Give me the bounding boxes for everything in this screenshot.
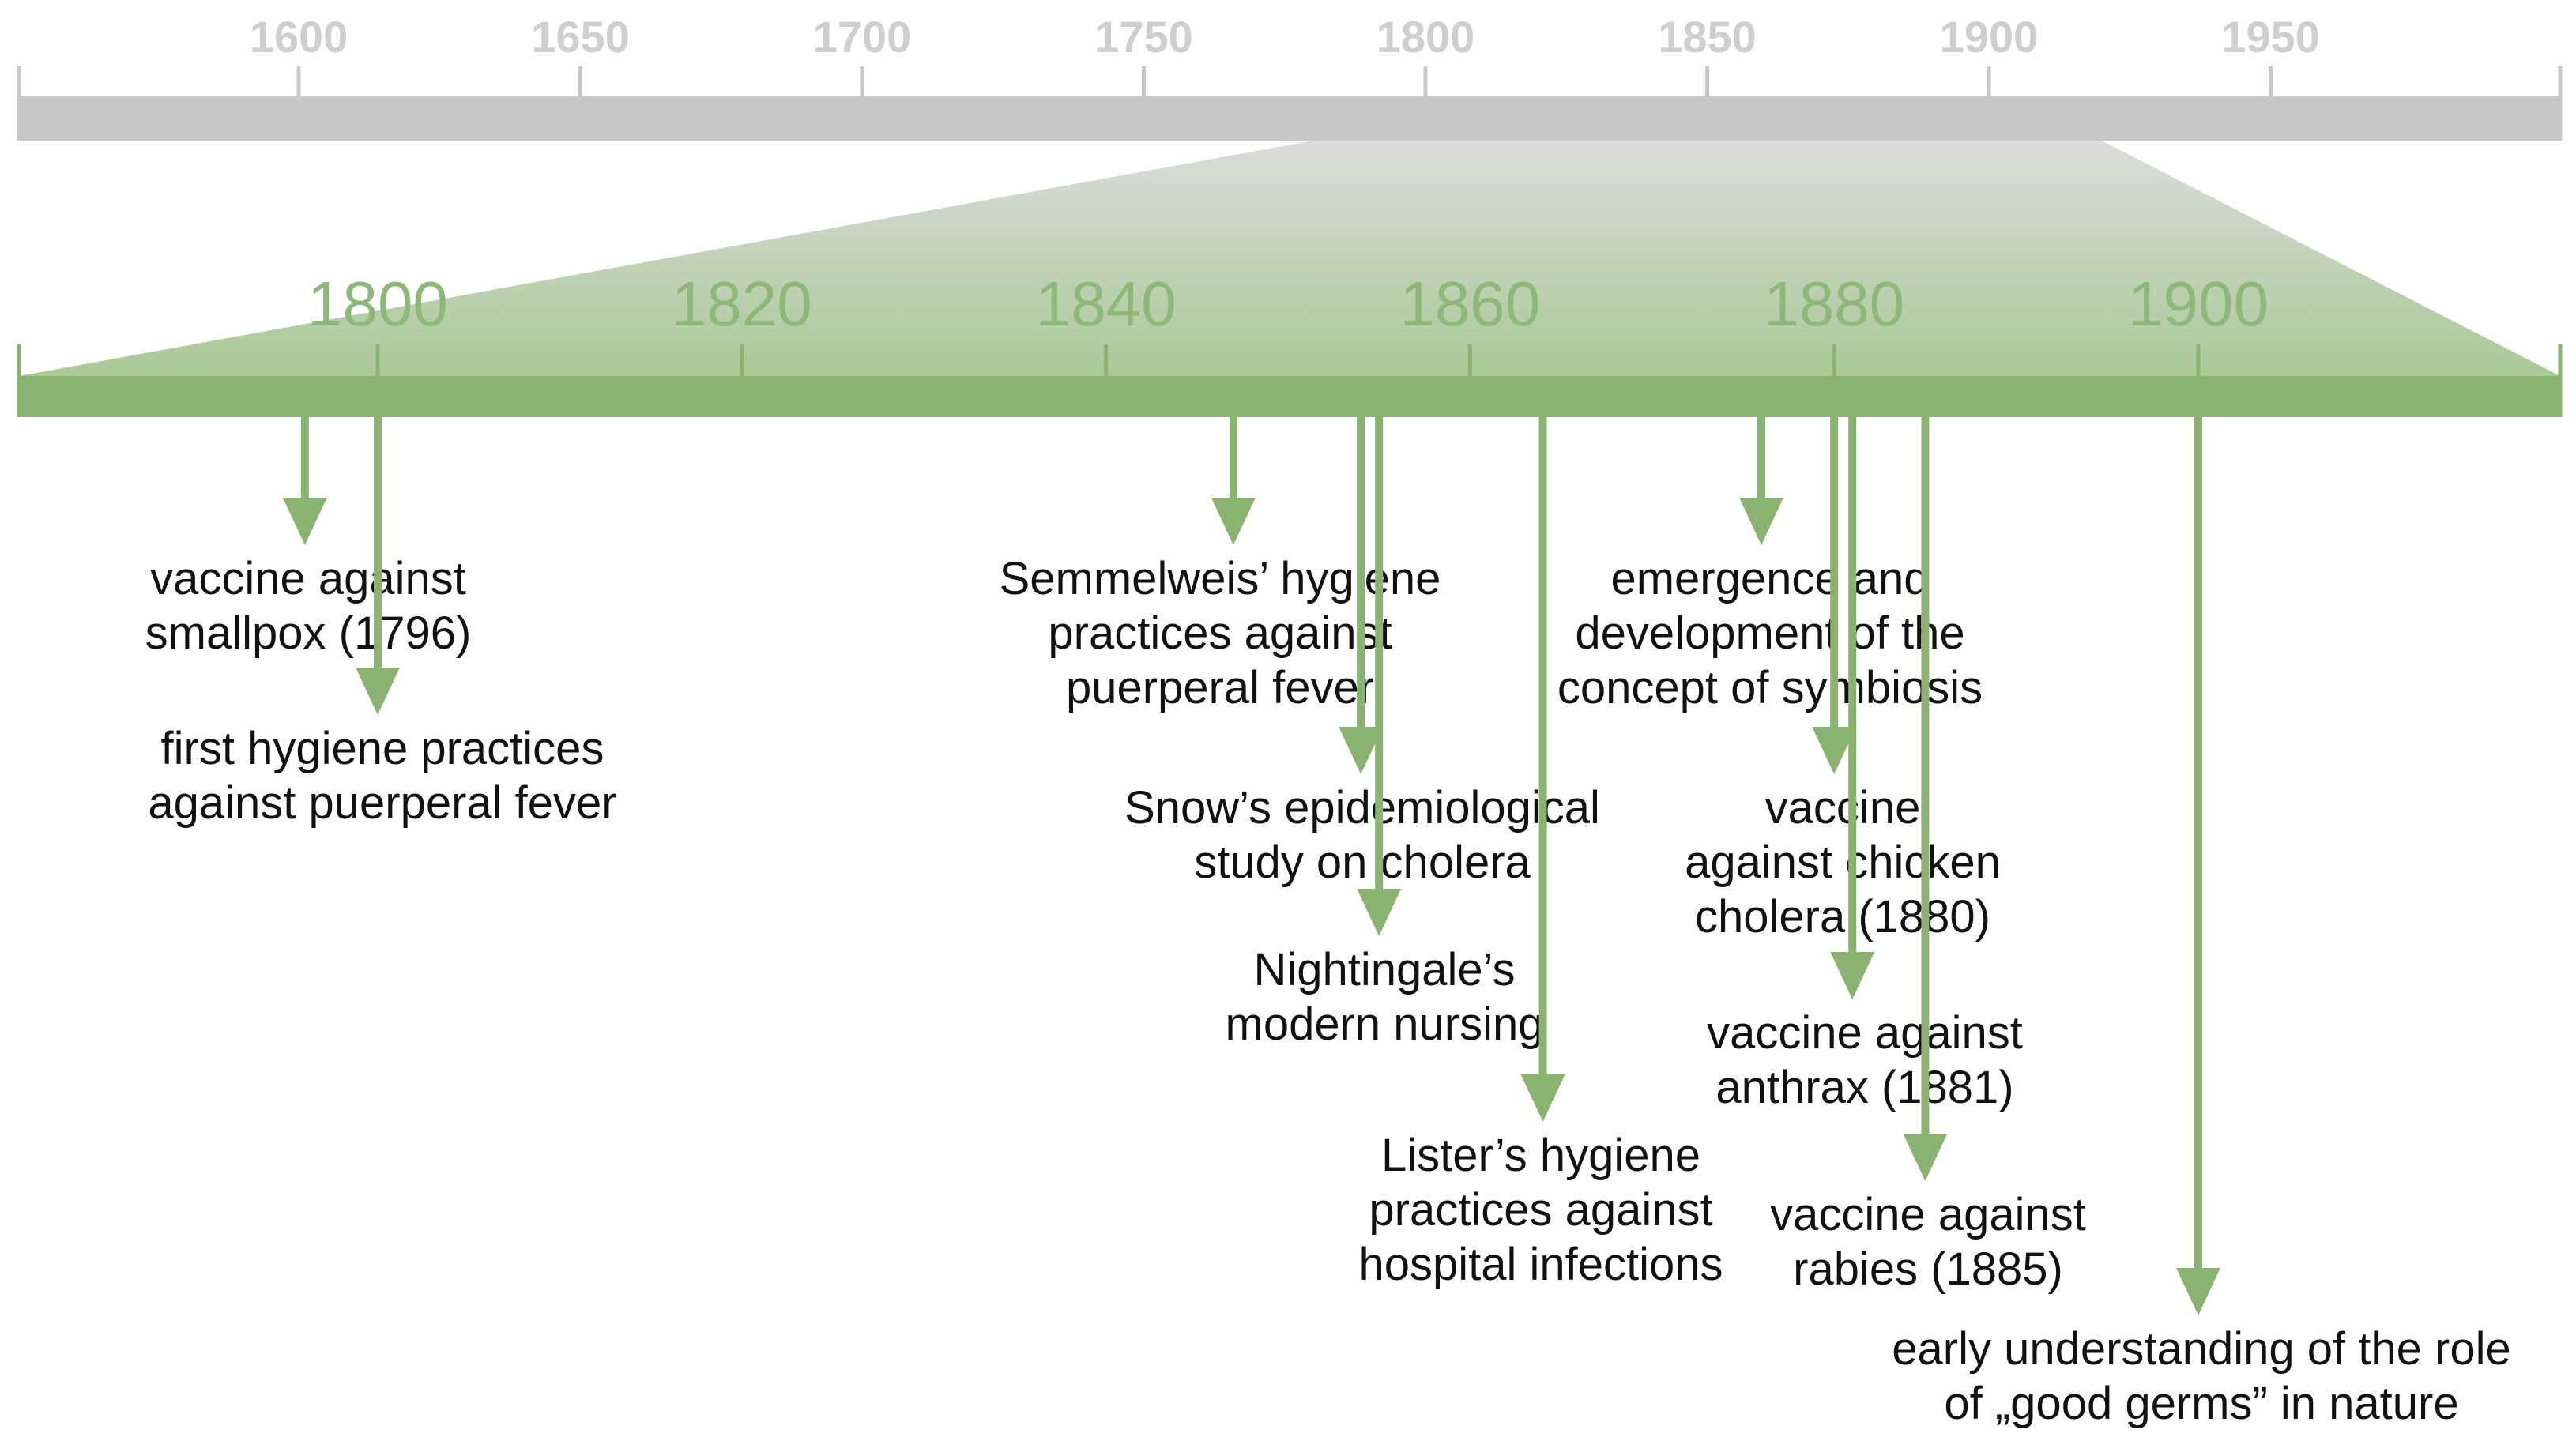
event-arrowhead [1812, 727, 1857, 774]
zoomed-bar [17, 376, 2562, 417]
overview-tick-label: 1700 [813, 12, 912, 62]
event-label-line: practices against [1048, 608, 1392, 659]
event-arrowhead [282, 498, 327, 545]
overview-tick-label: 1650 [531, 12, 630, 62]
event-label-line: Nightingale’s [1253, 944, 1515, 995]
event-arrowhead [1339, 727, 1384, 774]
overview-tick-label: 1950 [2221, 12, 2320, 62]
event-label-line: against puerperal fever [148, 777, 616, 829]
event-label-line: development of the [1575, 608, 1964, 659]
overview-tick-label: 1600 [250, 12, 348, 62]
event-label-line: hospital infections [1358, 1239, 1723, 1290]
event-label-line: Snow’s epidemiological [1124, 782, 1600, 833]
event-label-line: vaccine against [1770, 1189, 2086, 1240]
event-label-line: concept of symbiosis [1557, 662, 1983, 713]
event-arrowhead [1830, 952, 1875, 999]
event-label-line: emergence and [1610, 553, 1929, 604]
event-label-line: Semmelweis’ hygiene [1000, 553, 1441, 604]
event-label-line: vaccine against [1707, 1007, 2023, 1059]
zoomed-tick-label: 1820 [672, 269, 812, 339]
zoomed-tick-label: 1880 [1764, 269, 1904, 339]
event-arrowhead [1520, 1074, 1565, 1122]
event-label-line: against chicken [1685, 837, 2001, 888]
zoomed-tick-label: 1840 [1036, 269, 1177, 339]
zoomed-axis: 1800 1820 1840 1860 1880 1900 [17, 269, 2563, 417]
event-arrowhead [1357, 889, 1402, 936]
overview-bar [17, 96, 2562, 141]
event-label-line: practices against [1369, 1184, 1712, 1236]
event-label-line: smallpox (1796) [145, 608, 472, 659]
overview-tick-label: 1800 [1377, 12, 1475, 62]
event-label-line: puerperal fever [1066, 662, 1374, 713]
zoomed-tick-label: 1800 [307, 269, 448, 339]
event-arrowhead [356, 668, 400, 715]
event-arrowhead [2176, 1268, 2220, 1315]
event-arrowhead [1903, 1134, 1948, 1181]
overview-tick-label: 1750 [1094, 12, 1193, 62]
overview-tick-label: 1900 [1940, 12, 2039, 62]
event-label-line: Lister’s hygiene [1381, 1130, 1700, 1181]
overview-ticks: 1600 1650 1700 1750 1800 1850 1900 1950 [250, 12, 2320, 96]
event-label-line: first hygiene practices [161, 723, 604, 774]
event-label-line: rabies (1885) [1793, 1243, 2063, 1295]
event-label-line: study on cholera [1194, 837, 1531, 888]
event-label-line: early understanding of the role [1892, 1323, 2511, 1375]
zoom-window-wedge [19, 141, 2560, 376]
overview-axis: 1600 1650 1700 1750 1800 1850 1900 1950 [17, 12, 2563, 141]
zoomed-tick-label: 1860 [1399, 269, 1540, 339]
zoomed-ticks: 1800 1820 1840 1860 1880 1900 [307, 269, 2269, 376]
event-label-line: vaccine against [150, 553, 466, 604]
event-label-line: of „good germs” in nature [1944, 1378, 2458, 1429]
event-arrowhead [1739, 498, 1784, 545]
event-arrowhead [1211, 498, 1256, 545]
event-label-line: vaccine [1765, 782, 1921, 833]
overview-tick-label: 1850 [1658, 12, 1757, 62]
zoomed-tick-label: 1900 [2128, 269, 2269, 339]
event-label-line: cholera (1880) [1695, 891, 1990, 942]
event-label-line: modern nursing [1226, 999, 1544, 1050]
event-label-line: anthrax (1881) [1715, 1062, 2013, 1113]
